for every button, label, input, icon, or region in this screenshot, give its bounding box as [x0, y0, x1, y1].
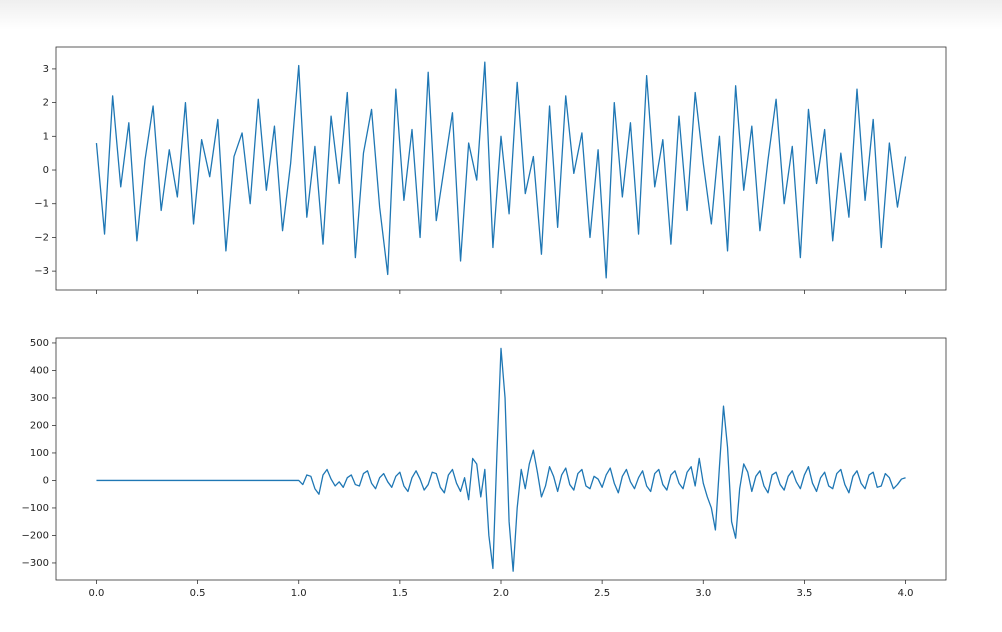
y-tick-label: 0	[43, 475, 49, 486]
y-tick-label: −300	[22, 558, 49, 569]
x-tick-label: 0.5	[190, 588, 206, 599]
y-tick-label: 3	[43, 64, 49, 75]
y-tick-label: −2	[34, 232, 49, 243]
y-tick-label: 400	[30, 365, 49, 376]
y-tick-label: 0	[43, 165, 49, 176]
data-line	[96, 347, 906, 572]
y-tick-label: −3	[34, 266, 49, 277]
x-tick-label: 4.0	[898, 588, 914, 599]
x-tick-label: 1.5	[392, 588, 408, 599]
header-band	[0, 0, 1002, 30]
y-tick-label: 300	[30, 393, 49, 404]
x-tick-label: 3.0	[695, 588, 711, 599]
y-tick-label: 100	[30, 448, 49, 459]
y-tick-label: 500	[30, 338, 49, 349]
axes-frame	[55, 337, 947, 581]
y-tick-label: 1	[43, 131, 49, 142]
y-tick-label: 2	[43, 98, 49, 109]
data-line	[95, 61, 907, 279]
x-tick-label: 0.0	[89, 588, 105, 599]
y-tick-label: −100	[22, 503, 49, 514]
x-tick-label: 3.5	[796, 588, 812, 599]
x-tick-label: 2.5	[594, 588, 610, 599]
y-tick-label: −200	[22, 530, 49, 541]
x-tick-label: 2.0	[493, 588, 509, 599]
y-tick-label: −1	[34, 199, 49, 210]
x-tick-label: 1.0	[291, 588, 307, 599]
y-tick-label: 200	[30, 420, 49, 431]
